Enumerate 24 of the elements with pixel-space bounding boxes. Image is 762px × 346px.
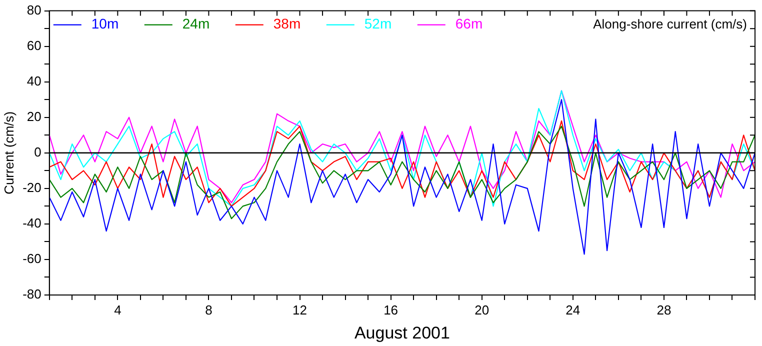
- y-tick-label: -80: [22, 286, 42, 302]
- y-axis-title: Current (cm/s): [1, 111, 16, 194]
- x-tick-label: 4: [114, 302, 122, 318]
- annotation: Along-shore current (cm/s): [593, 16, 747, 32]
- y-tick-label: -60: [22, 251, 42, 266]
- legend-label: 38m: [273, 16, 301, 32]
- y-tick-label: -40: [22, 216, 42, 231]
- x-axis-title: August 2001: [354, 323, 450, 342]
- y-tick-label: 0: [34, 144, 42, 160]
- legend-label: 10m: [91, 16, 119, 32]
- y-tick-label: 80: [26, 2, 42, 18]
- legend-label: 66m: [455, 16, 483, 32]
- y-tick-label: 20: [26, 108, 42, 124]
- legend-label: 24m: [182, 16, 210, 32]
- y-tick-label: 60: [26, 38, 42, 53]
- x-tick-label: 8: [205, 302, 212, 318]
- legend-label: 52m: [364, 16, 392, 32]
- x-tick-label: 12: [292, 302, 307, 318]
- x-tick-label: 24: [566, 302, 580, 318]
- y-tick-label: 40: [26, 73, 42, 88]
- y-tick-label: -20: [22, 180, 42, 196]
- x-tick-label: 28: [656, 302, 672, 318]
- x-tick-label: 20: [474, 302, 490, 318]
- x-tick-label: 16: [384, 302, 398, 318]
